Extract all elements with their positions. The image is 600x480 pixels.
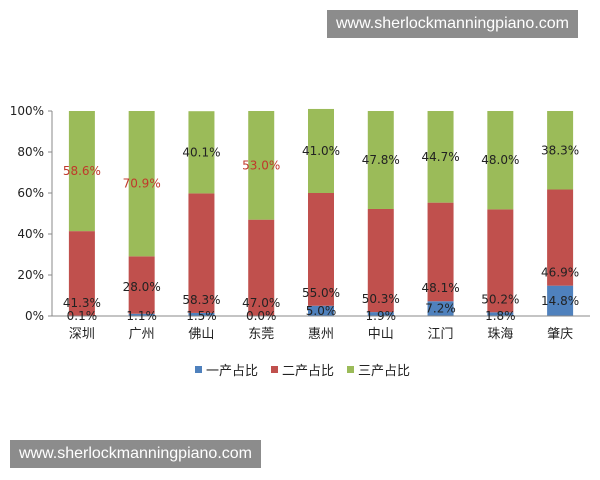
- bar-segment-1: [308, 305, 334, 316]
- bar-segment-1: [547, 285, 574, 316]
- y-tick-label: 100%: [10, 104, 44, 118]
- data-label: 0.0%: [246, 309, 277, 323]
- x-category-label: 东莞: [248, 327, 274, 342]
- data-label: 5.0%: [306, 304, 337, 318]
- x-category-label: 广州: [129, 327, 155, 342]
- data-label: 47.0%: [242, 296, 280, 310]
- data-label: 28.0%: [123, 280, 161, 294]
- bar-segment-3: [248, 111, 275, 220]
- data-label: 50.3%: [362, 292, 400, 306]
- bar-segment-2: [547, 189, 574, 286]
- data-label: 46.9%: [541, 266, 579, 280]
- bar-segment-3: [308, 108, 334, 193]
- x-category-label: 佛山: [188, 327, 214, 342]
- data-label: 41.3%: [63, 296, 101, 310]
- data-label: 1.9%: [366, 309, 397, 323]
- data-label: 38.3%: [541, 143, 579, 157]
- bar-stacks: [68, 108, 574, 316]
- bar-segment-2: [128, 256, 155, 314]
- data-label: 47.8%: [362, 153, 400, 167]
- bar-segment-1: [128, 313, 155, 316]
- legend-label-3: 三产占比: [358, 364, 410, 379]
- bar-segment-3: [487, 111, 514, 210]
- legend-label-1: 一产占比: [206, 364, 258, 379]
- data-label: 48.0%: [481, 153, 519, 167]
- data-label: 14.8%: [541, 294, 579, 308]
- y-axis: 0% 20% 40% 60% 80% 100%: [10, 104, 53, 323]
- data-label: 48.1%: [421, 281, 459, 295]
- data-label: 58.3%: [182, 293, 220, 307]
- bar-segment-3: [68, 111, 95, 232]
- x-category-label: 中山: [368, 327, 394, 342]
- bar-segment-1: [367, 312, 394, 316]
- watermark-top: www.sherlockmanningpiano.com: [327, 10, 578, 38]
- legend-swatch-3: [347, 366, 354, 373]
- data-labels: 0.1%41.3% 58.6% 1.1% 28.0% 70.9% 1.5% 58.3% 40.…: [63, 143, 579, 323]
- bar-segment-3: [188, 111, 215, 194]
- watermark-bottom: www.sherlockmanningpiano.com: [10, 440, 261, 468]
- data-label: 44.7%: [421, 150, 459, 164]
- y-tick-label: 20%: [17, 268, 44, 282]
- bar-segment-2: [248, 219, 275, 316]
- legend: 一产占比 二产占比 三产占比: [195, 364, 410, 379]
- x-category-label: 惠州: [308, 327, 334, 342]
- x-category-label: 肇庆: [547, 327, 573, 342]
- data-label: 7.2%: [425, 302, 456, 316]
- data-label: 58.6%: [63, 164, 101, 178]
- bar-segment-1: [188, 312, 215, 316]
- x-category-label: 珠海: [487, 327, 513, 342]
- data-label: 1.8%: [485, 309, 516, 323]
- y-tick-label: 0%: [25, 309, 44, 323]
- data-label: 41.0%: [302, 144, 340, 158]
- bar-segment-3: [547, 111, 574, 190]
- y-tick-label: 40%: [17, 227, 44, 241]
- bar-segment-2: [487, 209, 514, 313]
- y-tick-label: 60%: [17, 186, 44, 200]
- bar-segment-3: [128, 111, 155, 257]
- data-label: 53.0%: [242, 158, 280, 172]
- data-label: 1.5%: [186, 309, 217, 323]
- bar-segment-2: [427, 202, 454, 302]
- x-axis: 深圳 广州 佛山 东莞 惠州 中山 江门 珠海 肇庆: [52, 315, 590, 342]
- bar-segment-3: [427, 111, 454, 203]
- data-label: 50.2%: [481, 292, 519, 306]
- bar-segment-2: [367, 208, 394, 313]
- legend-swatch-1: [195, 366, 202, 373]
- data-label: 70.9%: [123, 177, 161, 191]
- legend-label-2: 二产占比: [282, 364, 334, 379]
- data-label: 1.1%: [126, 309, 157, 323]
- data-label: 40.1%: [182, 145, 220, 159]
- bar-segment-2: [308, 193, 334, 306]
- bar-segment-2: [68, 231, 95, 316]
- x-category-label: 深圳: [69, 327, 95, 342]
- bar-segment-2: [188, 193, 215, 313]
- legend-swatch-2: [271, 366, 278, 373]
- bar-segment-1: [487, 312, 514, 316]
- data-label: 0.1%: [67, 309, 98, 323]
- bar-segment-1: [427, 301, 454, 316]
- x-category-label: 江门: [428, 327, 454, 342]
- bar-segment-3: [367, 111, 394, 209]
- data-label: 55.0%: [302, 286, 340, 300]
- y-tick-label: 80%: [17, 145, 44, 159]
